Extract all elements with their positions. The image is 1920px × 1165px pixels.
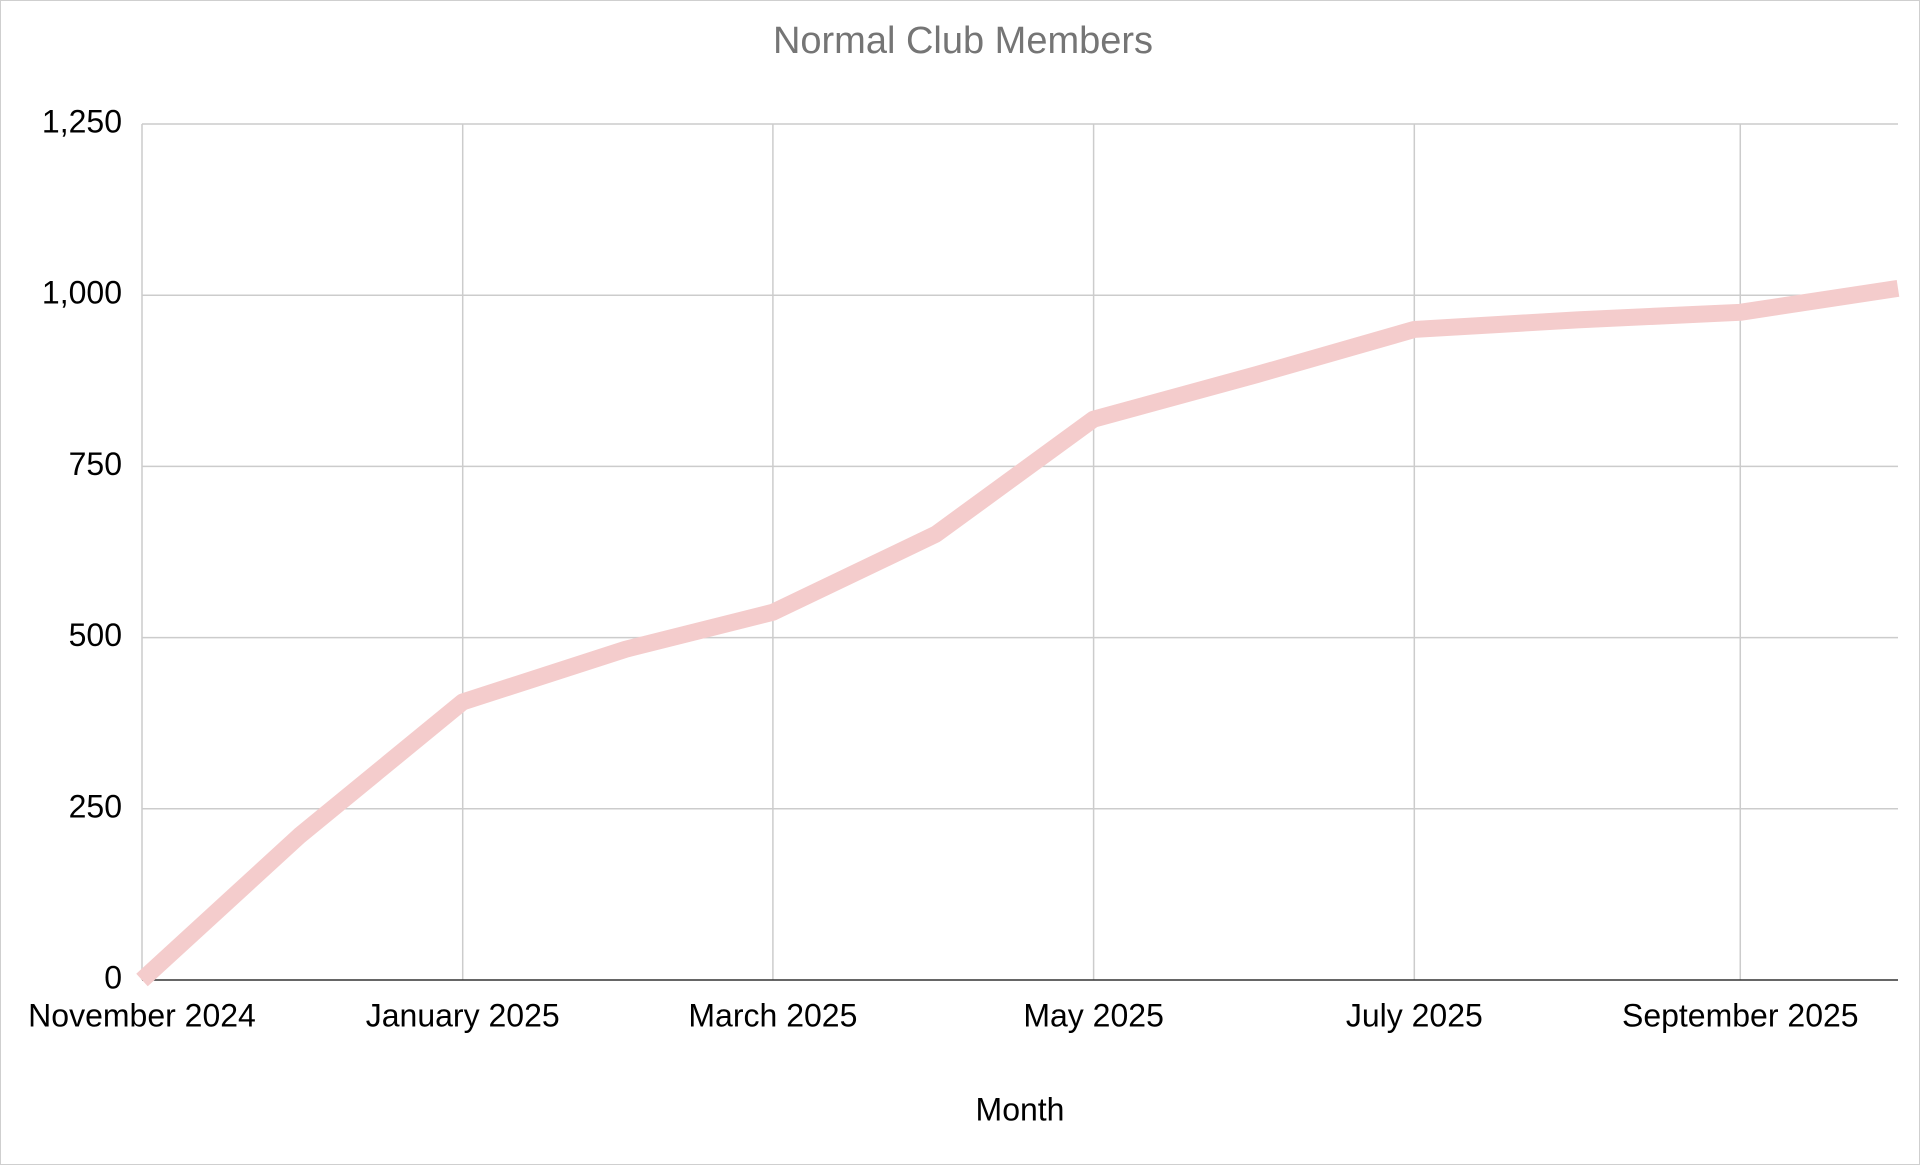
x-tick-label: May 2025 bbox=[1023, 997, 1164, 1033]
chart-title: Normal Club Members bbox=[773, 20, 1153, 62]
x-tick-label: November 2024 bbox=[28, 997, 256, 1033]
x-tick-label: July 2025 bbox=[1346, 997, 1483, 1033]
y-tick-label: 1,000 bbox=[42, 275, 122, 311]
x-axis-label: Month bbox=[976, 1091, 1065, 1127]
x-tick-label: March 2025 bbox=[688, 997, 857, 1033]
data-line bbox=[136, 279, 1900, 987]
y-tick-label: 1,250 bbox=[42, 103, 122, 139]
y-tick-label: 250 bbox=[69, 788, 122, 824]
y-tick-label: 500 bbox=[69, 617, 122, 653]
y-tick-label: 750 bbox=[69, 446, 122, 482]
x-tick-label: January 2025 bbox=[366, 997, 560, 1033]
x-tick-label: September 2025 bbox=[1622, 997, 1859, 1033]
y-tick-label: 0 bbox=[104, 959, 122, 995]
